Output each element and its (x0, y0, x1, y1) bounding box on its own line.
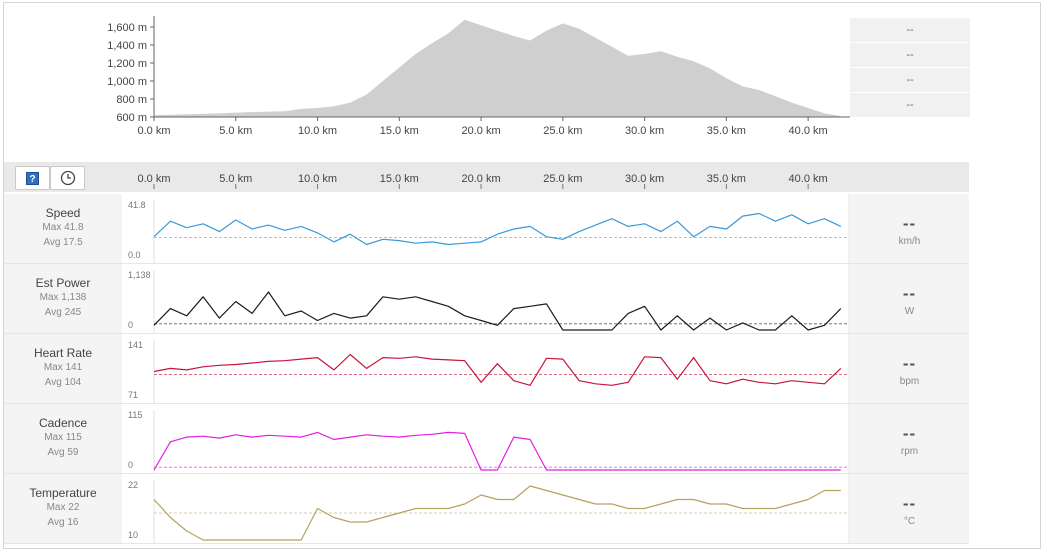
metric-chart-heart-rate[interactable]: 141 71 (122, 334, 850, 403)
chart-min-tick: 71 (128, 390, 138, 400)
distance-tick-label: 25.0 km (543, 173, 582, 185)
elevation-area (154, 19, 841, 117)
metric-name: Cadence (38, 416, 88, 430)
distance-tick-label: 35.0 km (707, 173, 746, 185)
distance-tick-label: 10.0 km (298, 173, 337, 185)
metric-avg: Avg 16 (47, 517, 79, 528)
metric-name: Est Power (35, 276, 91, 290)
distance-tick-label: 15.0 km (380, 173, 419, 185)
metric-max: Max 22 (46, 502, 80, 513)
metric-max: Max 141 (43, 362, 83, 373)
clock-icon (60, 170, 75, 186)
chart-min-tick: 0 (128, 320, 133, 330)
elevation-x-tick-label: 35.0 km (707, 125, 746, 137)
distance-tick-label: 40.0 km (789, 173, 828, 185)
metric-chart-cadence[interactable]: 115 0 (122, 404, 850, 473)
metric-row-est-power: Est Power Max 1,138 Avg 245 1,138 0 -- W (4, 264, 969, 334)
elevation-stat-1: -- (850, 18, 970, 43)
metric-max: Max 1,138 (39, 292, 87, 303)
series-line-temperature (153, 485, 841, 541)
time-toggle-button[interactable] (50, 166, 85, 190)
chart-min-tick: 0.0 (128, 250, 141, 260)
metric-value-panel: -- W (850, 264, 969, 333)
metric-value-panel: -- bpm (850, 334, 969, 403)
chart-max-tick: 22 (128, 480, 138, 490)
metric-row-cadence: Cadence Max 115 Avg 59 115 0 -- rpm (4, 404, 969, 474)
elevation-x-tick-label: 20.0 km (461, 125, 500, 137)
elevation-x-tick-label: 30.0 km (625, 125, 664, 137)
chart-min-tick: 0 (128, 460, 133, 470)
metric-current-value: -- (902, 494, 917, 513)
metric-avg: Avg 104 (44, 377, 82, 388)
metric-unit: °C (903, 516, 916, 527)
elevation-x-tick-label: 40.0 km (789, 125, 828, 137)
metric-label-panel: Heart Rate Max 141 Avg 104 (4, 334, 122, 403)
elevation-stat-4: -- (850, 93, 970, 118)
distance-axis: 0.0 km 5.0 km 10.0 km 15.0 km 20.0 km 25.0 km… (137, 173, 828, 189)
series-line-speed (153, 212, 842, 246)
metric-row-temperature: Temperature Max 22 Avg 16 22 10 -- °C (4, 474, 969, 544)
metric-label-panel: Est Power Max 1,138 Avg 245 (4, 264, 122, 333)
elevation-y-tick-label: 1,400 m (107, 40, 147, 52)
metric-chart-speed[interactable]: 41.8 0.0 (122, 194, 850, 263)
metric-avg: Avg 59 (47, 447, 79, 458)
metric-current-value: -- (902, 284, 917, 303)
chart-max-tick: 41.8 (128, 200, 146, 210)
metric-name: Heart Rate (33, 346, 93, 360)
metric-value-panel: -- km/h (850, 194, 969, 263)
metric-unit: W (904, 306, 915, 317)
distance-tick-label: 20.0 km (461, 173, 500, 185)
series-line-est-power (153, 291, 842, 331)
distance-tick-label: 5.0 km (219, 173, 252, 185)
metric-chart-est-power[interactable]: 1,138 0 (122, 264, 850, 333)
help-icon: ? (26, 171, 39, 185)
metric-label-panel: Speed Max 41.8 Avg 17.5 (4, 194, 122, 263)
metric-label-panel: Temperature Max 22 Avg 16 (4, 474, 122, 543)
elevation-x-tick-label: 0.0 km (137, 125, 170, 137)
distance-tick-label: 0.0 km (137, 173, 170, 185)
chart-max-tick: 1,138 (128, 270, 151, 280)
metric-row-speed: Speed Max 41.8 Avg 17.5 41.8 0.0 -- km/h (4, 194, 969, 264)
elevation-chart[interactable]: 1,600 m 1,400 m 1,200 m 1,000 m 800 m 600 m0.… (0, 0, 1044, 160)
metric-max: Max 115 (44, 432, 82, 443)
help-button[interactable]: ? (15, 166, 50, 190)
metric-unit: rpm (900, 446, 919, 457)
metric-max: Max 41.8 (42, 222, 84, 233)
series-line-heart-rate (153, 353, 842, 386)
chart-max-tick: 141 (128, 340, 143, 350)
elevation-y-tick-label: 800 m (116, 94, 147, 106)
elevation-stat-3: -- (850, 68, 970, 93)
chart-max-tick: 115 (128, 410, 142, 420)
elevation-x-tick-label: 10.0 km (298, 125, 337, 137)
metric-row-heart-rate: Heart Rate Max 141 Avg 104 141 71 -- bpm (4, 334, 969, 404)
elevation-y-tick-label: 1,200 m (107, 58, 147, 70)
elevation-y-tick-label: 1,600 m (107, 22, 147, 34)
metric-current-value: -- (902, 424, 917, 443)
chart-min-tick: 10 (128, 530, 138, 540)
elevation-y-tick-label: 1,000 m (107, 76, 147, 88)
series-line-cadence (153, 431, 841, 471)
elevation-y-tick-label: 600 m (116, 112, 147, 124)
metric-value-panel: -- rpm (850, 404, 969, 473)
metric-avg: Avg 17.5 (43, 237, 83, 248)
elevation-x-tick-label: 25.0 km (543, 125, 582, 137)
metric-avg: Avg 245 (44, 307, 82, 318)
chart-toolbar: ? (4, 162, 969, 192)
metric-unit: bpm (899, 376, 920, 387)
metric-name: Temperature (29, 486, 97, 500)
metric-value-panel: -- °C (850, 474, 969, 543)
metric-current-value: -- (902, 214, 917, 233)
metric-chart-temperature[interactable]: 22 10 (122, 474, 850, 543)
metric-label-panel: Cadence Max 115 Avg 59 (4, 404, 122, 473)
elevation-x-tick-label: 5.0 km (219, 125, 252, 137)
elevation-stat-2: -- (850, 43, 970, 68)
distance-tick-label: 30.0 km (625, 173, 664, 185)
elevation-stats: -- -- -- -- (850, 18, 970, 118)
metric-current-value: -- (902, 354, 917, 373)
elevation-x-tick-label: 15.0 km (380, 125, 419, 137)
metric-name: Speed (45, 206, 81, 220)
metric-unit: km/h (898, 236, 921, 247)
